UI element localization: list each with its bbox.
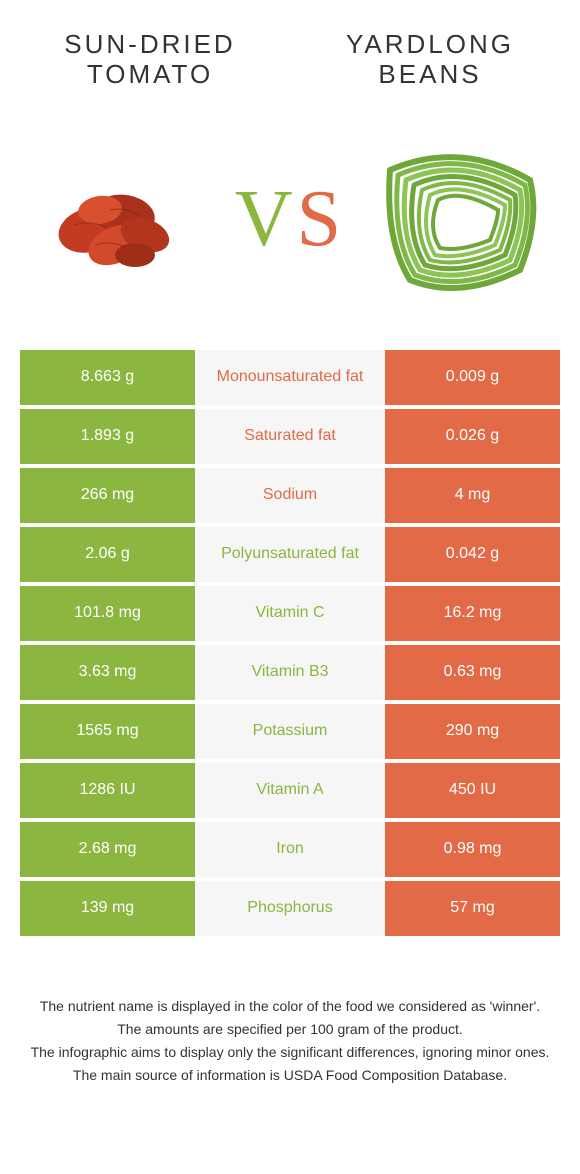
value-left: 3.63 mg xyxy=(20,645,195,700)
nutrient-label: Sodium xyxy=(195,468,385,523)
nutrient-label: Phosphorus xyxy=(195,881,385,936)
value-right: 57 mg xyxy=(385,881,560,936)
value-right: 0.98 mg xyxy=(385,822,560,877)
nutrient-label: Potassium xyxy=(195,704,385,759)
value-right: 0.026 g xyxy=(385,409,560,464)
value-right: 290 mg xyxy=(385,704,560,759)
table-row: 266 mgSodium4 mg xyxy=(20,468,560,523)
table-row: 1286 IUVitamin A450 IU xyxy=(20,763,560,818)
title-left: SUN-DRIEDTOMATO xyxy=(50,30,250,90)
value-right: 450 IU xyxy=(385,763,560,818)
nutrient-label: Polyunsaturated fat xyxy=(195,527,385,582)
footnote-line: The infographic aims to display only the… xyxy=(30,1042,550,1063)
table-row: 1565 mgPotassium290 mg xyxy=(20,704,560,759)
food-image-left xyxy=(30,130,210,310)
table-row: 2.68 mgIron0.98 mg xyxy=(20,822,560,877)
comparison-table: 8.663 gMonounsaturated fat0.009 g1.893 g… xyxy=(20,350,560,936)
vs-s: S xyxy=(297,175,346,263)
table-row: 139 mgPhosphorus57 mg xyxy=(20,881,560,936)
table-row: 2.06 gPolyunsaturated fat0.042 g xyxy=(20,527,560,582)
nutrient-label: Vitamin B3 xyxy=(195,645,385,700)
value-right: 16.2 mg xyxy=(385,586,560,641)
nutrient-label: Iron xyxy=(195,822,385,877)
value-left: 1565 mg xyxy=(20,704,195,759)
value-left: 2.06 g xyxy=(20,527,195,582)
value-right: 0.042 g xyxy=(385,527,560,582)
value-left: 266 mg xyxy=(20,468,195,523)
footnotes: The nutrient name is displayed in the co… xyxy=(30,996,550,1086)
footnote-line: The main source of information is USDA F… xyxy=(30,1065,550,1086)
food-image-right xyxy=(370,130,550,310)
footnote-line: The amounts are specified per 100 gram o… xyxy=(30,1019,550,1040)
value-right: 0.63 mg xyxy=(385,645,560,700)
nutrient-label: Vitamin C xyxy=(195,586,385,641)
nutrient-label: Vitamin A xyxy=(195,763,385,818)
footnote-line: The nutrient name is displayed in the co… xyxy=(30,996,550,1017)
value-left: 101.8 mg xyxy=(20,586,195,641)
table-row: 3.63 mgVitamin B30.63 mg xyxy=(20,645,560,700)
nutrient-label: Saturated fat xyxy=(195,409,385,464)
value-left: 2.68 mg xyxy=(20,822,195,877)
value-right: 0.009 g xyxy=(385,350,560,405)
table-row: 1.893 gSaturated fat0.026 g xyxy=(20,409,560,464)
nutrient-label: Monounsaturated fat xyxy=(195,350,385,405)
vs-label: VS xyxy=(235,174,345,265)
value-right: 4 mg xyxy=(385,468,560,523)
images-row: VS xyxy=(0,100,580,350)
value-left: 1286 IU xyxy=(20,763,195,818)
value-left: 1.893 g xyxy=(20,409,195,464)
table-row: 8.663 gMonounsaturated fat0.009 g xyxy=(20,350,560,405)
table-row: 101.8 mgVitamin C16.2 mg xyxy=(20,586,560,641)
value-left: 139 mg xyxy=(20,881,195,936)
value-left: 8.663 g xyxy=(20,350,195,405)
title-right: YARDLONGBEANS xyxy=(330,30,530,90)
header: SUN-DRIEDTOMATO YARDLONGBEANS xyxy=(0,0,580,100)
vs-v: V xyxy=(235,175,297,263)
